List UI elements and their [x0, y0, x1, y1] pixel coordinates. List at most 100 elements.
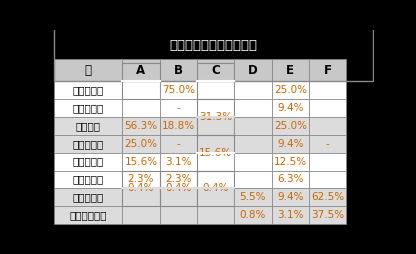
Bar — [234, 81, 272, 99]
Bar — [197, 64, 234, 99]
Text: 0.8%: 0.8% — [240, 210, 266, 220]
Bar — [122, 64, 160, 99]
Bar — [309, 135, 346, 153]
Bar — [309, 117, 346, 135]
Bar — [272, 153, 309, 171]
Text: クナトサエ: クナトサエ — [72, 174, 104, 184]
Text: 2.3%: 2.3% — [165, 174, 191, 184]
Text: -: - — [176, 139, 180, 149]
Bar — [160, 135, 197, 153]
Text: A: A — [136, 64, 146, 77]
Bar — [54, 99, 122, 117]
Text: 25.0%: 25.0% — [274, 85, 307, 95]
Bar — [160, 117, 197, 135]
Text: 3.1%: 3.1% — [277, 210, 304, 220]
Bar — [160, 153, 197, 171]
Text: 25.0%: 25.0% — [124, 139, 157, 149]
Bar — [197, 206, 234, 224]
Text: 62.5%: 62.5% — [311, 192, 344, 202]
Bar — [197, 171, 234, 206]
Bar — [234, 59, 272, 81]
Text: B: B — [174, 64, 183, 77]
Bar — [197, 117, 234, 135]
Bar — [234, 99, 272, 117]
Bar — [309, 206, 346, 224]
Bar — [160, 59, 197, 81]
Text: D: D — [248, 64, 258, 77]
Bar — [160, 188, 197, 206]
Text: 75.0%: 75.0% — [162, 85, 195, 95]
Bar — [272, 206, 309, 224]
Bar — [122, 99, 160, 117]
Bar — [272, 99, 309, 117]
Bar — [122, 135, 160, 153]
Text: 0.4%: 0.4% — [165, 183, 191, 193]
Bar — [122, 171, 160, 206]
Text: 25.0%: 25.0% — [274, 121, 307, 131]
Bar — [234, 171, 272, 188]
Text: 0.4%: 0.4% — [128, 183, 154, 193]
Bar — [197, 59, 234, 81]
Bar — [197, 188, 234, 206]
Bar — [54, 0, 373, 81]
Bar — [309, 188, 346, 206]
Text: 18.8%: 18.8% — [162, 121, 195, 131]
Text: -: - — [176, 103, 180, 113]
Text: 15.6%: 15.6% — [124, 157, 158, 167]
Bar — [197, 99, 234, 117]
Bar — [234, 135, 272, 153]
Text: 31.3%: 31.3% — [199, 112, 232, 122]
Text: ヤトノヌシ: ヤトノヌシ — [72, 157, 104, 167]
Text: トコヨノオウ: トコヨノオウ — [69, 210, 106, 220]
Bar — [160, 206, 197, 224]
Text: ツチカヅキ: ツチカヅキ — [72, 139, 104, 149]
Bar — [272, 135, 309, 153]
Bar — [197, 153, 234, 171]
Text: 15.6%: 15.6% — [199, 148, 232, 158]
Text: 0.4%: 0.4% — [203, 183, 229, 193]
Text: 鬼: 鬼 — [84, 64, 92, 77]
Bar — [197, 99, 234, 135]
Bar — [272, 81, 309, 99]
Bar — [54, 188, 122, 206]
Text: 2.3%: 2.3% — [128, 174, 154, 184]
Bar — [272, 59, 309, 81]
Text: 6.3%: 6.3% — [277, 174, 304, 184]
Text: ミズチメ: ミズチメ — [75, 121, 100, 131]
Bar — [234, 117, 272, 135]
Text: -: - — [214, 76, 218, 86]
Text: E: E — [286, 64, 294, 77]
Bar — [122, 81, 160, 99]
Bar — [122, 59, 160, 81]
Text: 9.4%: 9.4% — [277, 192, 304, 202]
Bar — [234, 153, 272, 171]
Bar — [309, 99, 346, 117]
Text: 56.3%: 56.3% — [124, 121, 158, 131]
Bar — [122, 188, 160, 206]
Bar — [309, 81, 346, 99]
Bar — [272, 117, 309, 135]
Bar — [54, 117, 122, 135]
Bar — [160, 171, 197, 188]
Bar — [234, 206, 272, 224]
Text: F: F — [324, 64, 332, 77]
Bar — [309, 59, 346, 81]
Bar — [122, 153, 160, 171]
Bar — [197, 171, 234, 188]
Bar — [54, 171, 122, 188]
Text: グループ別の鬼振り分け: グループ別の鬼振り分け — [169, 39, 257, 52]
Text: C: C — [211, 64, 220, 77]
Bar — [54, 33, 373, 59]
Bar — [122, 171, 160, 188]
Bar — [309, 171, 346, 188]
Bar — [54, 135, 122, 153]
Bar — [272, 171, 309, 188]
Text: 9.4%: 9.4% — [277, 103, 304, 113]
Text: 5.5%: 5.5% — [240, 192, 266, 202]
Bar — [197, 135, 234, 171]
Text: 37.5%: 37.5% — [311, 210, 344, 220]
Bar — [122, 117, 160, 135]
Bar — [234, 188, 272, 206]
Bar — [272, 188, 309, 206]
Bar — [122, 206, 160, 224]
